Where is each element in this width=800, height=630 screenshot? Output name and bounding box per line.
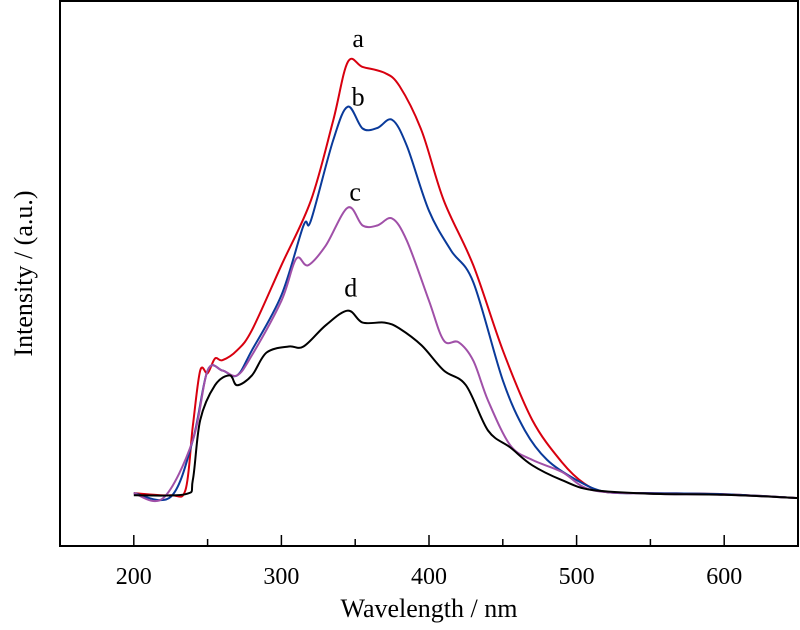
curve-label-c: c — [349, 177, 361, 206]
series-line-b — [133, 105, 799, 502]
x-tick-label: 600 — [706, 564, 742, 590]
x-tick-label: 200 — [116, 564, 152, 590]
series-line-a — [133, 57, 799, 499]
curve-label-d: d — [344, 273, 357, 302]
plot-frame — [59, 0, 799, 547]
x-axis-tick-labels: 200 300 400 500 600 — [116, 564, 742, 590]
series-line-d — [133, 309, 799, 499]
curve-labels: a b c d — [344, 24, 364, 303]
x-axis-ticks — [133, 535, 725, 546]
x-tick-label: 500 — [559, 564, 595, 590]
curves-layer — [133, 57, 799, 503]
x-axis-title: Wavelength / nm — [341, 594, 518, 623]
curve-label-a: a — [352, 24, 364, 53]
x-tick-label: 300 — [263, 564, 299, 590]
curve-label-b: b — [352, 83, 365, 112]
series-line-c — [133, 206, 799, 503]
y-axis-title: Intensity / (a.u.) — [9, 190, 38, 356]
x-tick-label: 400 — [411, 564, 447, 590]
